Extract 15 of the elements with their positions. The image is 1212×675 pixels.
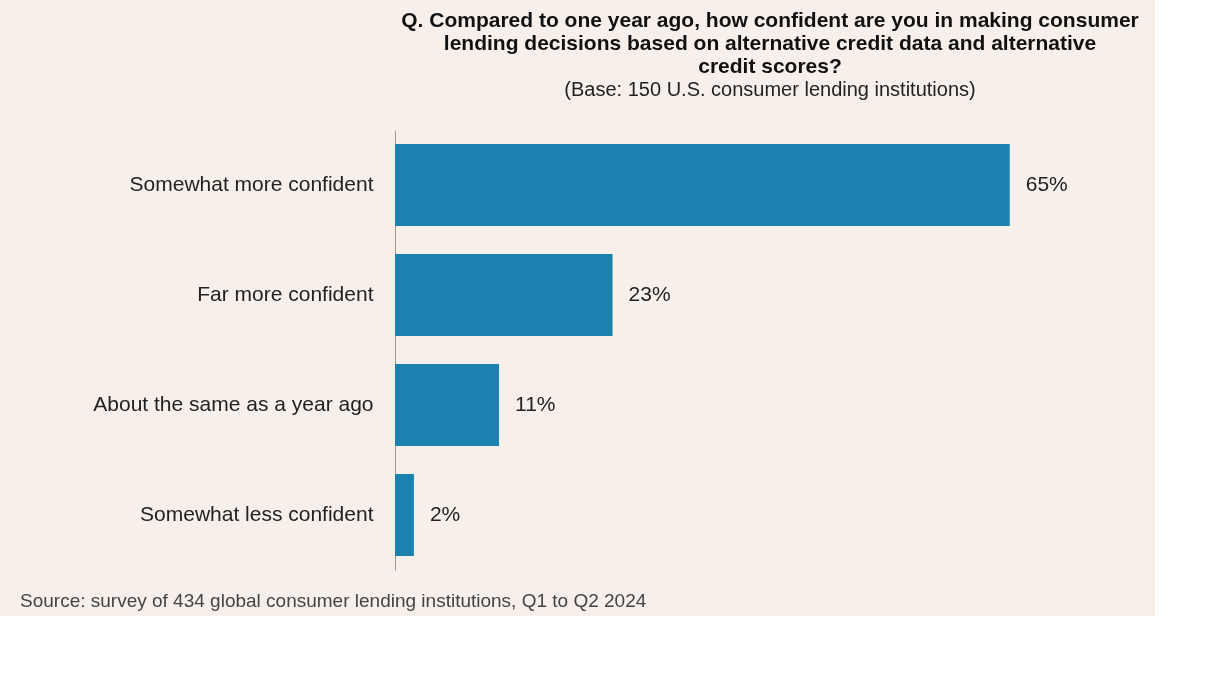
- y-tick-label: About the same as a year ago: [93, 392, 374, 415]
- y-tick-label: Somewhat less confident: [140, 502, 374, 525]
- bar: [395, 254, 613, 336]
- data-label: 65%: [1025, 172, 1068, 195]
- chart-title: Q. Compared to one year ago, how confident are you in making consumer lending decisions based on alternative credit data and alternative credit scores?: [401, 8, 1139, 77]
- bar: [395, 474, 414, 556]
- source-note: Source: survey of 434 global consumer lending institutions, Q1 to Q2 2024: [20, 590, 647, 611]
- chart-subtitle: (Base: 150 U.S. consumer lending institutions): [564, 78, 976, 100]
- data-label: 23%: [628, 282, 671, 305]
- data-label: 2%: [429, 502, 461, 525]
- bar: [395, 364, 500, 446]
- bar: [395, 144, 1010, 226]
- y-tick-label: Somewhat more confident: [129, 172, 374, 195]
- y-tick-label: Far more confident: [197, 282, 374, 305]
- data-label: 11%: [515, 392, 556, 415]
